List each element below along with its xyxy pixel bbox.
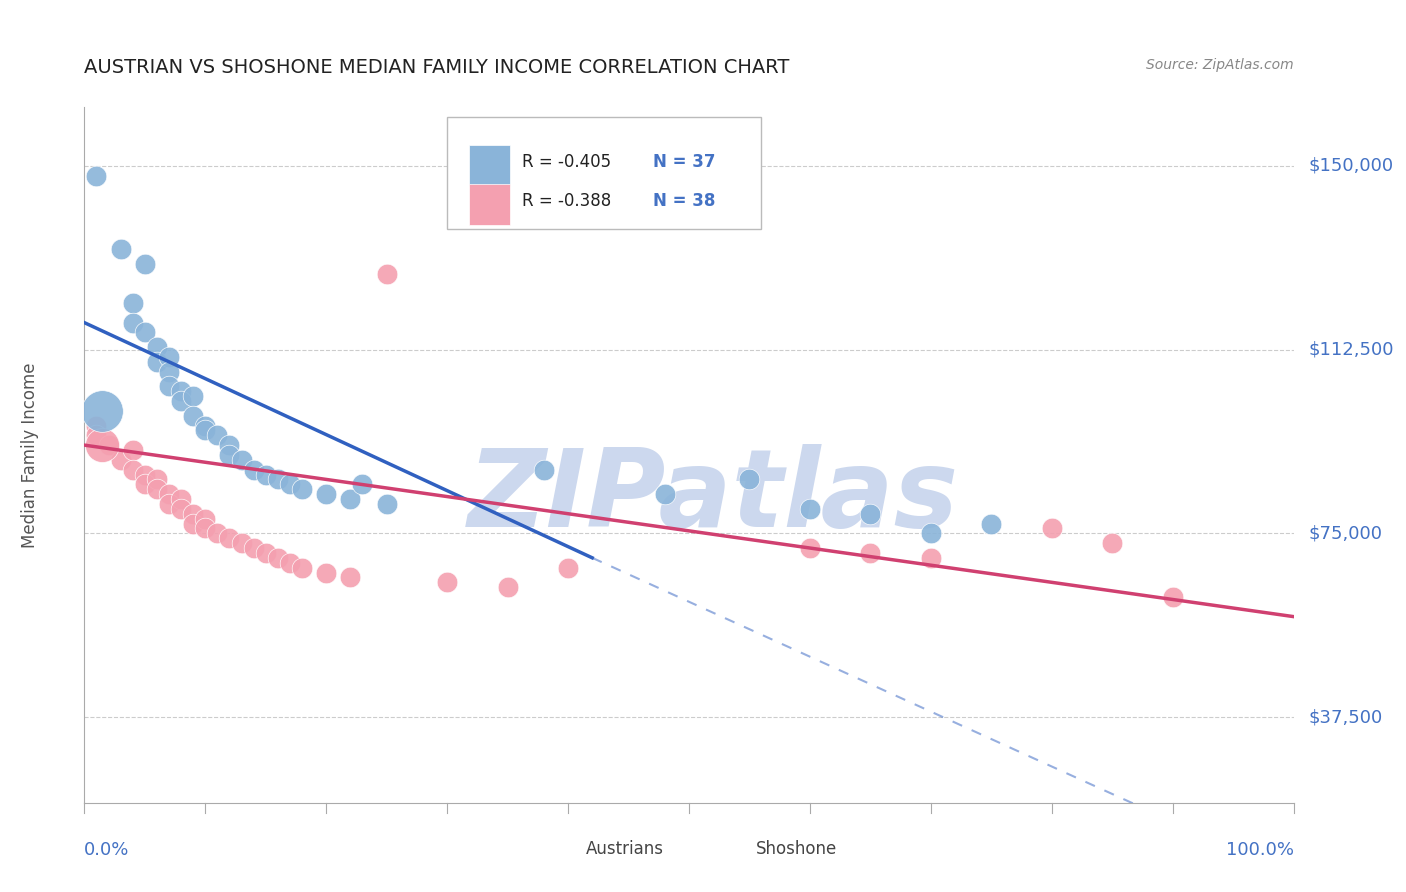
Point xyxy=(170,501,193,516)
FancyBboxPatch shape xyxy=(447,118,762,229)
Point xyxy=(242,462,264,476)
Text: R = -0.405: R = -0.405 xyxy=(522,153,612,171)
Point xyxy=(1161,590,1184,604)
Point xyxy=(146,355,169,369)
Point xyxy=(121,296,143,310)
Text: AUSTRIAN VS SHOSHONE MEDIAN FAMILY INCOME CORRELATION CHART: AUSTRIAN VS SHOSHONE MEDIAN FAMILY INCOM… xyxy=(84,58,790,78)
Point xyxy=(496,580,519,594)
Text: Shoshone: Shoshone xyxy=(755,839,837,858)
Text: 100.0%: 100.0% xyxy=(1226,841,1294,859)
Point xyxy=(86,428,108,442)
Text: $112,500: $112,500 xyxy=(1308,341,1393,359)
Point xyxy=(352,477,374,491)
FancyBboxPatch shape xyxy=(468,145,510,186)
Text: N = 38: N = 38 xyxy=(652,192,716,210)
Point xyxy=(194,424,217,438)
FancyBboxPatch shape xyxy=(541,834,576,863)
Point xyxy=(315,487,337,501)
Point xyxy=(339,491,361,506)
Point xyxy=(291,482,314,496)
Point xyxy=(654,487,676,501)
Point xyxy=(121,462,143,476)
Point xyxy=(254,467,277,482)
Point xyxy=(278,477,301,491)
Point xyxy=(181,507,204,521)
Point xyxy=(218,531,240,545)
Text: $150,000: $150,000 xyxy=(1308,157,1393,175)
Point xyxy=(91,404,114,418)
Point xyxy=(194,521,217,535)
Point xyxy=(375,497,398,511)
Point xyxy=(436,575,458,590)
Point xyxy=(146,472,169,486)
Text: N = 37: N = 37 xyxy=(652,153,716,171)
Text: Source: ZipAtlas.com: Source: ZipAtlas.com xyxy=(1146,58,1294,72)
FancyBboxPatch shape xyxy=(710,834,745,863)
Point xyxy=(533,462,555,476)
Point xyxy=(738,472,761,486)
Point xyxy=(121,443,143,458)
Point xyxy=(315,566,337,580)
Point xyxy=(181,389,204,403)
Point xyxy=(194,511,217,525)
Point xyxy=(157,497,180,511)
Point xyxy=(146,340,169,354)
Point xyxy=(157,379,180,393)
Point xyxy=(267,550,290,565)
Text: $75,000: $75,000 xyxy=(1308,524,1382,542)
Point xyxy=(91,438,114,452)
Point xyxy=(218,438,240,452)
Point xyxy=(134,257,156,271)
Point xyxy=(194,418,217,433)
Text: R = -0.388: R = -0.388 xyxy=(522,192,612,210)
Point xyxy=(134,477,156,491)
Point xyxy=(231,536,253,550)
Point xyxy=(267,472,290,486)
Point xyxy=(97,438,120,452)
Point xyxy=(181,516,204,531)
Point xyxy=(1101,536,1123,550)
Text: $37,500: $37,500 xyxy=(1308,708,1382,726)
Text: ZIPatlas: ZIPatlas xyxy=(468,443,959,549)
Point xyxy=(181,409,204,423)
Point xyxy=(291,560,314,574)
Point xyxy=(157,487,180,501)
Point xyxy=(920,526,942,541)
Point xyxy=(242,541,264,555)
Point xyxy=(557,560,579,574)
Point xyxy=(339,570,361,584)
Point xyxy=(110,452,132,467)
Point xyxy=(110,242,132,256)
Text: Austrians: Austrians xyxy=(586,839,664,858)
Point xyxy=(254,546,277,560)
Point xyxy=(980,516,1002,531)
Point xyxy=(375,267,398,281)
Point xyxy=(920,550,942,565)
Text: Median Family Income: Median Family Income xyxy=(21,362,39,548)
Point xyxy=(859,507,882,521)
Point xyxy=(134,467,156,482)
Point xyxy=(86,418,108,433)
Point xyxy=(207,526,229,541)
Point xyxy=(207,428,229,442)
Point xyxy=(134,326,156,340)
Point xyxy=(170,384,193,399)
Point xyxy=(799,541,821,555)
Point xyxy=(799,501,821,516)
Point xyxy=(218,448,240,462)
Point xyxy=(859,546,882,560)
Point xyxy=(157,365,180,379)
Text: 0.0%: 0.0% xyxy=(84,841,129,859)
Point xyxy=(278,556,301,570)
Point xyxy=(86,169,108,183)
Point xyxy=(231,452,253,467)
Point xyxy=(170,491,193,506)
Point xyxy=(121,316,143,330)
Point xyxy=(170,394,193,409)
FancyBboxPatch shape xyxy=(468,184,510,225)
Point xyxy=(146,482,169,496)
Point xyxy=(1040,521,1063,535)
Point xyxy=(157,350,180,364)
